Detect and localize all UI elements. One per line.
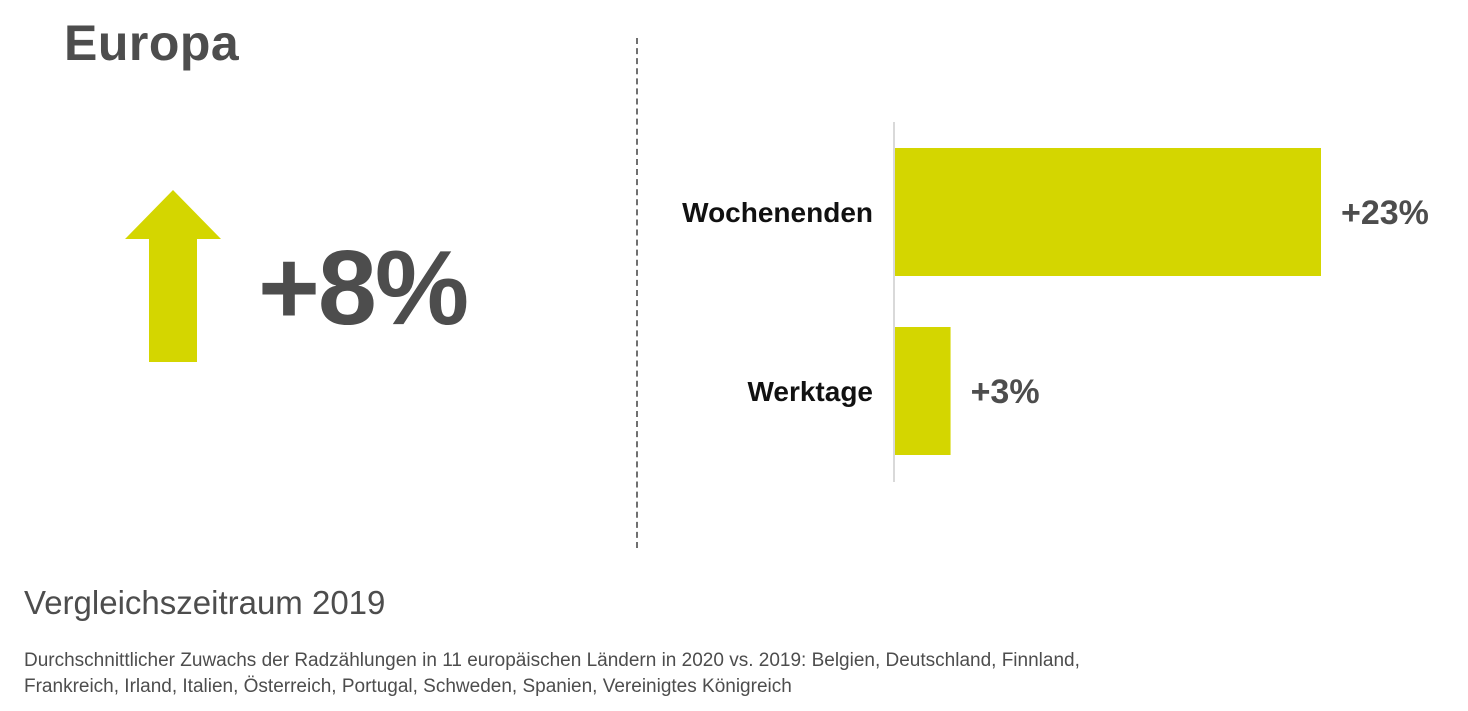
comparison-period: Vergleichszeitraum 2019 xyxy=(24,584,386,621)
up-arrow-shape xyxy=(125,190,221,362)
bars-layer: Wochenenden +23% Werktage +3% xyxy=(682,148,1429,455)
up-arrow-icon xyxy=(125,190,221,362)
dashed-divider xyxy=(636,38,638,548)
bar-chart: Wochenenden +23% Werktage +3% xyxy=(682,122,1429,482)
bar-wochenenden xyxy=(895,148,1321,276)
region-title: Europa xyxy=(64,15,240,71)
bar-werktage xyxy=(895,327,951,455)
category-label-werktage: Werktage xyxy=(747,376,873,407)
value-label-wochenenden: +23% xyxy=(1341,194,1429,232)
value-label-werktage: +3% xyxy=(971,373,1040,411)
overall-change-value: +8% xyxy=(258,229,469,347)
footnote: Durchschnittlicher Zuwachs der Radzählun… xyxy=(24,650,1080,697)
category-label-wochenenden: Wochenenden xyxy=(682,197,873,228)
